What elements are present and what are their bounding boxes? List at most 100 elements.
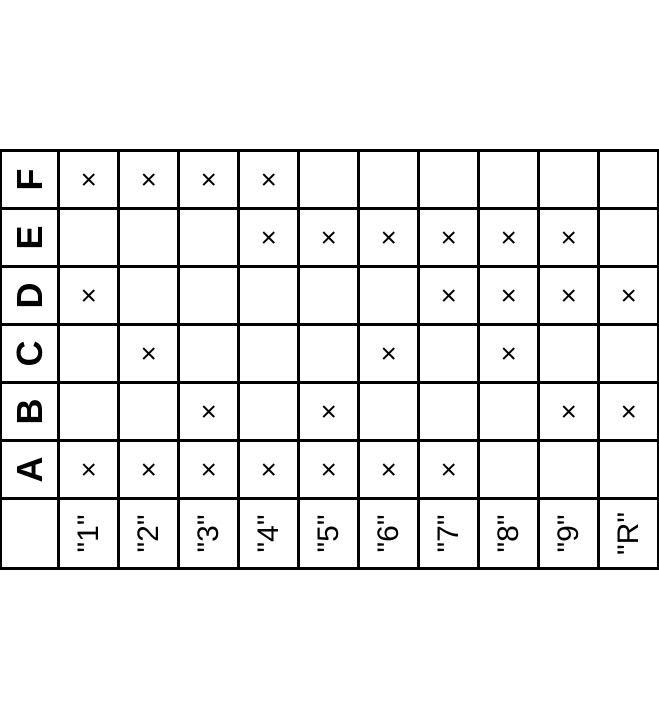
table-row: "1" × × × xyxy=(59,151,119,569)
cell-R-B: × xyxy=(599,383,659,441)
cell-6-B xyxy=(359,383,419,441)
col-header-D: D xyxy=(1,267,59,325)
cell-2-B xyxy=(119,383,179,441)
x-mark-icon: × xyxy=(433,287,464,303)
cell-1-C xyxy=(59,325,119,383)
x-mark-icon: × xyxy=(493,287,524,303)
x-mark-icon: × xyxy=(433,229,464,245)
row-header-2: "2" xyxy=(119,499,179,569)
x-mark-icon: × xyxy=(313,229,344,245)
table-row: "3" × × × xyxy=(179,151,239,569)
table-row: "R" × × xyxy=(599,151,659,569)
x-mark-icon: × xyxy=(553,229,584,245)
cell-5-B: × xyxy=(299,383,359,441)
cell-1-A: × xyxy=(59,441,119,499)
cell-9-D: × xyxy=(539,267,599,325)
cell-6-D xyxy=(359,267,419,325)
x-mark-icon: × xyxy=(253,229,284,245)
col-header-E: E xyxy=(1,209,59,267)
cell-2-E xyxy=(119,209,179,267)
col-header-B: B xyxy=(1,383,59,441)
cell-9-A xyxy=(539,441,599,499)
table-row: "6" × × × xyxy=(359,151,419,569)
x-mark-icon: × xyxy=(553,403,584,419)
x-mark-icon: × xyxy=(193,403,224,419)
x-mark-icon: × xyxy=(133,171,164,187)
row-header-9: "9" xyxy=(539,499,599,569)
cell-7-A: × xyxy=(419,441,479,499)
x-mark-icon: × xyxy=(313,403,344,419)
cell-4-F: × xyxy=(239,151,299,209)
cell-1-F: × xyxy=(59,151,119,209)
x-mark-icon: × xyxy=(493,345,524,361)
rotated-table-container: A B C D E F "1" × × × "2" × × × "3" × xyxy=(0,149,659,570)
cell-4-D xyxy=(239,267,299,325)
corner-cell xyxy=(1,499,59,569)
x-mark-icon: × xyxy=(193,461,224,477)
table-row: "5" × × × xyxy=(299,151,359,569)
x-mark-icon: × xyxy=(73,171,104,187)
x-mark-icon: × xyxy=(133,461,164,477)
cell-3-D xyxy=(179,267,239,325)
cell-7-D: × xyxy=(419,267,479,325)
cell-7-C xyxy=(419,325,479,383)
cell-6-F xyxy=(359,151,419,209)
cell-3-A: × xyxy=(179,441,239,499)
cell-5-C xyxy=(299,325,359,383)
x-mark-icon: × xyxy=(133,345,164,361)
cell-6-E: × xyxy=(359,209,419,267)
cell-8-C: × xyxy=(479,325,539,383)
row-header-5: "5" xyxy=(299,499,359,569)
row-header-8: "8" xyxy=(479,499,539,569)
cell-9-F xyxy=(539,151,599,209)
x-mark-icon: × xyxy=(313,461,344,477)
cell-R-E xyxy=(599,209,659,267)
cell-R-D: × xyxy=(599,267,659,325)
cell-9-B: × xyxy=(539,383,599,441)
x-mark-icon: × xyxy=(373,345,404,361)
x-mark-icon: × xyxy=(613,287,644,303)
cell-2-C: × xyxy=(119,325,179,383)
cell-4-C xyxy=(239,325,299,383)
cell-3-C xyxy=(179,325,239,383)
x-mark-icon: × xyxy=(553,287,584,303)
cell-7-B xyxy=(419,383,479,441)
cell-9-C xyxy=(539,325,599,383)
row-header-1: "1" xyxy=(59,499,119,569)
x-mark-icon: × xyxy=(253,461,284,477)
table-row: "4" × × × xyxy=(239,151,299,569)
cell-R-C xyxy=(599,325,659,383)
col-header-C: C xyxy=(1,325,59,383)
cell-8-D: × xyxy=(479,267,539,325)
table-row: "2" × × × xyxy=(119,151,179,569)
cell-8-B xyxy=(479,383,539,441)
cell-4-A: × xyxy=(239,441,299,499)
col-header-A: A xyxy=(1,441,59,499)
cell-3-E xyxy=(179,209,239,267)
x-mark-icon: × xyxy=(73,287,104,303)
cell-1-D: × xyxy=(59,267,119,325)
cell-3-B: × xyxy=(179,383,239,441)
col-header-F: F xyxy=(1,151,59,209)
data-table: A B C D E F "1" × × × "2" × × × "3" × xyxy=(0,149,659,570)
cell-4-E: × xyxy=(239,209,299,267)
row-header-3: "3" xyxy=(179,499,239,569)
row-header-7: "7" xyxy=(419,499,479,569)
table-row: "9" × × × xyxy=(539,151,599,569)
cell-4-B xyxy=(239,383,299,441)
x-mark-icon: × xyxy=(253,171,284,187)
cell-8-F xyxy=(479,151,539,209)
row-header-4: "4" xyxy=(239,499,299,569)
x-mark-icon: × xyxy=(373,229,404,245)
cell-6-C: × xyxy=(359,325,419,383)
cell-5-F xyxy=(299,151,359,209)
cell-2-D xyxy=(119,267,179,325)
cell-8-E: × xyxy=(479,209,539,267)
x-mark-icon: × xyxy=(433,461,464,477)
cell-2-A: × xyxy=(119,441,179,499)
cell-5-D xyxy=(299,267,359,325)
header-row: A B C D E F xyxy=(1,151,59,569)
x-mark-icon: × xyxy=(193,171,224,187)
row-header-6: "6" xyxy=(359,499,419,569)
cell-8-A xyxy=(479,441,539,499)
